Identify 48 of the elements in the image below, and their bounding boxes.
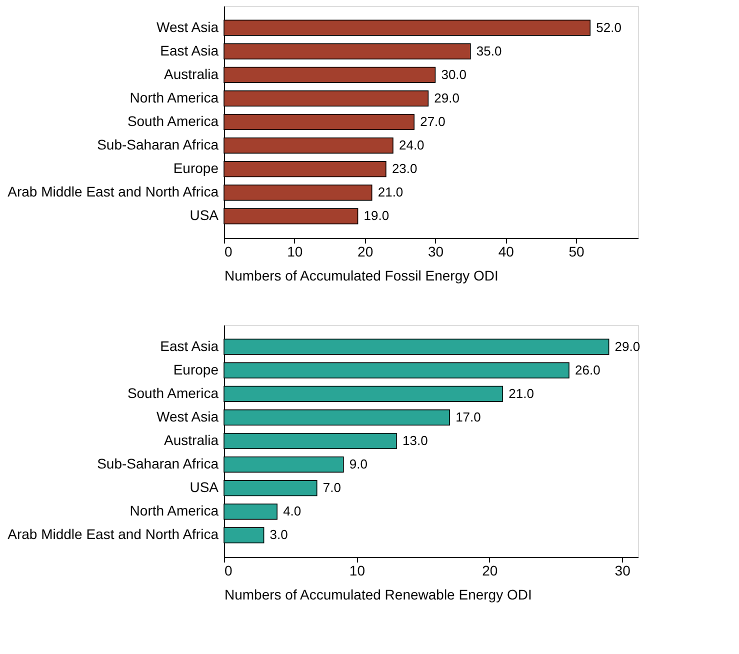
x-tick-label: 10 — [349, 562, 366, 578]
data-label: 9.0 — [349, 456, 368, 472]
data-label: 52.0 — [596, 20, 622, 35]
y-tick-label: North America — [130, 502, 219, 519]
x-tick-label: 20 — [358, 244, 374, 260]
data-label: 13.0 — [402, 433, 428, 448]
data-label: 7.0 — [322, 480, 341, 496]
x-axis-title: Numbers of Accumulated Renewable Energy ODI — [224, 586, 532, 602]
data-label: 26.0 — [575, 362, 600, 378]
data-label: 24.0 — [398, 138, 424, 153]
y-tick-label: Sub-Saharan Africa — [97, 456, 219, 472]
y-tick-label: USA — [190, 207, 220, 224]
x-axis-title: Numbers of Accumulated Fossil Energy ODI — [224, 268, 498, 284]
data-label: 19.0 — [364, 208, 390, 224]
data-label: 21.0 — [378, 184, 404, 200]
y-tick-label: East Asia — [160, 338, 219, 354]
x-tick-label: 10 — [287, 244, 303, 260]
y-tick-label: Sub-Saharan Africa — [97, 136, 219, 153]
y-tick-label: Arab Middle East and North Africa — [8, 526, 219, 542]
data-label: 3.0 — [270, 527, 288, 542]
y-tick-label: Europe — [173, 361, 219, 378]
x-tick-label: 30 — [428, 244, 444, 260]
x-tick-label: 30 — [614, 562, 631, 578]
data-label: 29.0 — [434, 90, 460, 106]
y-tick-label: South America — [127, 113, 219, 129]
data-label: 23.0 — [392, 161, 418, 176]
data-label: 27.0 — [420, 114, 446, 129]
x-tick-label: 0 — [224, 562, 232, 578]
y-tick-label: West Asia — [156, 18, 219, 35]
y-tick-label: North America — [130, 89, 219, 106]
x-tick-label: 50 — [568, 244, 585, 260]
data-label: 30.0 — [441, 66, 467, 82]
y-tick-label: Australia — [164, 432, 219, 448]
y-tick-label: South America — [127, 384, 219, 401]
x-tick-label: 20 — [482, 562, 498, 578]
y-tick-label: Australia — [164, 66, 219, 82]
x-tick-label: 0 — [224, 244, 232, 260]
y-tick-label: East Asia — [160, 42, 219, 58]
data-label: 17.0 — [456, 409, 481, 424]
data-label: 35.0 — [476, 43, 502, 58]
data-label: 21.0 — [508, 386, 534, 401]
data-label: 4.0 — [283, 504, 302, 519]
x-tick-label: 40 — [498, 244, 514, 260]
y-tick-label: West Asia — [156, 408, 219, 424]
data-label: 29.0 — [614, 338, 640, 354]
y-tick-label: USA — [190, 479, 220, 496]
y-tick-label: Europe — [173, 160, 219, 176]
y-tick-label: Arab Middle East and North Africa — [8, 184, 219, 200]
